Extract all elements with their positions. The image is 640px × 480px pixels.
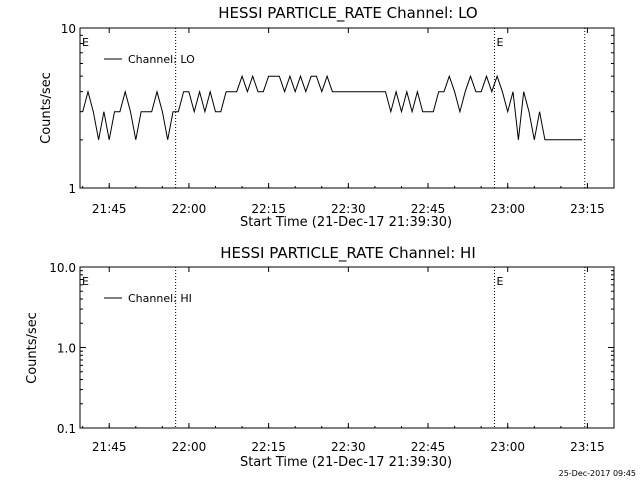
- edge-label-hi: E: [82, 275, 89, 288]
- y-tick-label: 10: [61, 22, 76, 36]
- y-ticks-lo: 1 10: [61, 22, 614, 196]
- event-label: E: [496, 275, 503, 288]
- y-tick-label: 10.0: [49, 261, 76, 275]
- x-tick-label: 23:15: [570, 202, 605, 216]
- x-tick-label: 22:00: [172, 440, 207, 454]
- legend-entry-lo: Channel: LO: [128, 53, 195, 66]
- event-label: E: [496, 36, 503, 49]
- edge-label-lo: E: [82, 36, 89, 49]
- y-tick-label: 1.0: [57, 342, 76, 356]
- x-tick-label: 22:45: [411, 202, 446, 216]
- x-axis-label-lo: Start Time (21-Dec-17 21:39:30): [240, 215, 452, 230]
- x-tick-label: 23:00: [490, 202, 525, 216]
- x-tick-label: 22:45: [411, 440, 446, 454]
- chart-title-lo: HESSI PARTICLE_RATE Channel: LO: [218, 4, 477, 23]
- y-axis-label-lo: Counts/sec: [39, 72, 54, 144]
- panel-hi: HESSI PARTICLE_RATE Channel: HI E 21:45 2…: [25, 244, 615, 470]
- chart-title-hi: HESSI PARTICLE_RATE Channel: HI: [220, 244, 476, 263]
- footer-timestamp: 25-Dec-2017 09:45: [559, 469, 636, 478]
- x-tick-label: 22:00: [172, 202, 207, 216]
- x-tick-label: 22:30: [331, 440, 366, 454]
- x-axis-label-hi: Start Time (21-Dec-17 21:39:30): [240, 455, 452, 470]
- y-tick-label: 1: [68, 182, 76, 196]
- series-line-lo: [82, 74, 583, 141]
- y-tick-label: 0.1: [57, 422, 76, 436]
- x-ticks-hi: 21:45 22:00 22:15 22:30 22:45 23:00 23:15: [82, 267, 615, 454]
- x-tick-label: 21:45: [92, 202, 127, 216]
- x-tick-label: 22:15: [251, 440, 286, 454]
- y-ticks-hi: 0.1 1.0 10.0: [49, 261, 614, 436]
- event-lines-hi: E: [175, 267, 586, 428]
- y-axis-label-hi: Counts/sec: [25, 312, 40, 384]
- x-tick-label: 22:15: [251, 202, 286, 216]
- x-tick-label: 23:15: [570, 440, 605, 454]
- panel-lo: HESSI PARTICLE_RATE Channel: LO E 21:45 2…: [39, 4, 615, 230]
- legend-entry-hi: Channel: HI: [128, 292, 192, 305]
- x-tick-label: 23:00: [490, 440, 525, 454]
- x-tick-label: 22:30: [331, 202, 366, 216]
- x-ticks-lo: 21:45 22:00 22:15 22:30 22:45 23:00 23:15: [82, 28, 615, 216]
- plot-frame-lo: [79, 27, 615, 189]
- event-lines-lo: E: [175, 28, 586, 188]
- x-tick-label: 21:45: [92, 440, 127, 454]
